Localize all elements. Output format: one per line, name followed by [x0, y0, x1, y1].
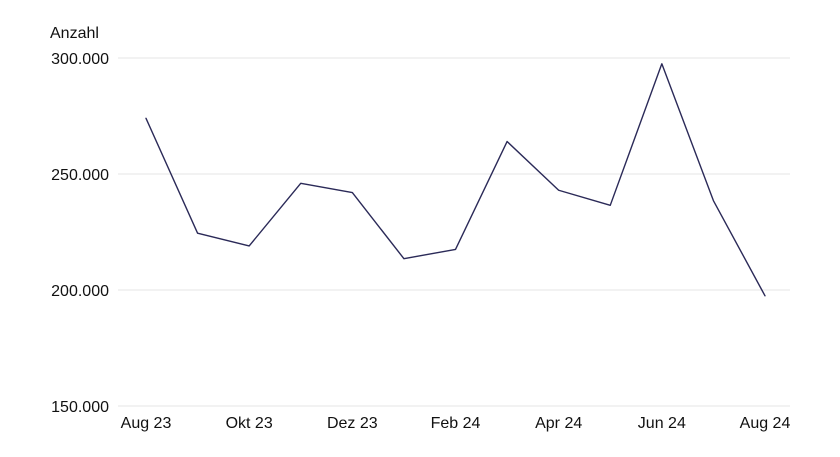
x-tick-label: Aug 24 — [740, 415, 791, 432]
x-tick-label: Aug 23 — [121, 415, 172, 432]
gridlines — [118, 57, 790, 407]
y-tick-label: 150.000 — [51, 399, 109, 416]
y-tick-label: 250.000 — [51, 167, 109, 184]
y-axis-ticks: 150.000 200.000 250.000 300.000 — [51, 51, 109, 416]
x-tick-label: Jun 24 — [638, 415, 686, 432]
y-axis-label: Anzahl — [50, 25, 99, 42]
x-axis-ticks: Aug 23 Okt 23 Dez 23 Feb 24 Apr 24 Jun 24 Aug … — [121, 415, 791, 432]
x-tick-label: Apr 24 — [535, 415, 582, 432]
series-group — [145, 63, 766, 297]
series-line — [145, 63, 766, 297]
x-tick-label: Okt 23 — [226, 415, 273, 432]
y-tick-label: 300.000 — [51, 51, 109, 68]
x-tick-label: Feb 24 — [431, 415, 481, 432]
x-tick-label: Dez 23 — [327, 415, 378, 432]
y-tick-label: 200.000 — [51, 283, 109, 300]
